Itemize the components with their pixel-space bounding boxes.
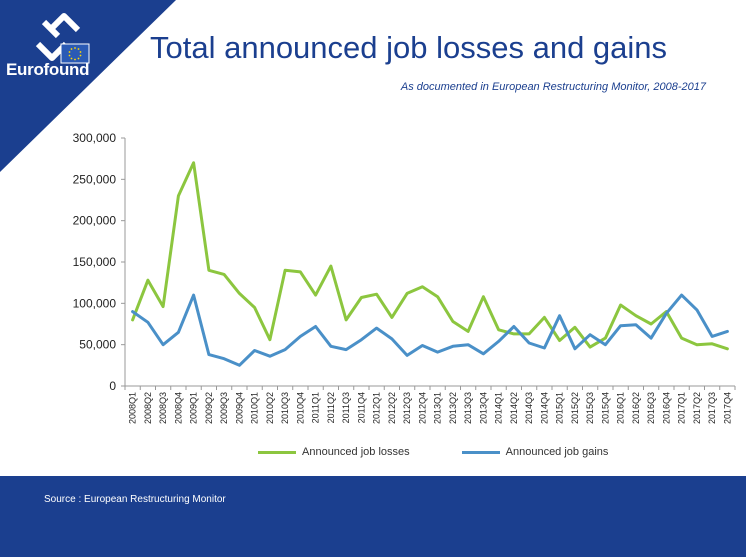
- x-tick-label: 2017Q1: [677, 392, 687, 424]
- x-tick-label: 2013Q3: [463, 392, 473, 424]
- x-tick-label: 2014Q4: [539, 392, 549, 424]
- series-line-gains: [131, 293, 729, 367]
- x-tick-label: 2012Q2: [387, 392, 397, 424]
- x-tick-label: 2011Q2: [326, 392, 336, 423]
- eu-flag-icon: [60, 43, 90, 64]
- x-tick-label: 2015Q2: [570, 392, 580, 424]
- x-tick-label: 2016Q2: [631, 392, 641, 424]
- x-tick-label: 2013Q2: [448, 392, 458, 424]
- brand-name: Eurofound: [6, 60, 90, 79]
- x-tick-label: 2012Q4: [417, 392, 427, 424]
- x-tick-label: 2016Q3: [646, 392, 656, 424]
- legend-label-gains: Announced job gains: [505, 446, 609, 458]
- x-tick-label: 2012Q3: [402, 392, 412, 424]
- x-tick-label: 2014Q3: [524, 392, 534, 424]
- chart-title: Total announced job losses and gains: [150, 30, 668, 65]
- x-tick-label: 2017Q4: [722, 392, 732, 424]
- chart-subtitle: As documented in European Restructuring …: [400, 81, 706, 93]
- x-tick-label: 2013Q1: [433, 392, 443, 424]
- x-tick-label: 2008Q1: [128, 392, 138, 424]
- x-tick-label: 2010Q3: [280, 392, 290, 424]
- legend-item-losses: Announced job losses: [258, 446, 410, 458]
- x-tick-label: 2014Q1: [494, 392, 504, 424]
- y-tick-label: 50,000: [79, 338, 116, 352]
- line-chart: 0 50,000 100,000 150,000 200,000 250,000 300,0…: [73, 131, 736, 424]
- x-tick-label: 2008Q3: [158, 392, 168, 424]
- x-tick-label: 2010Q4: [295, 392, 305, 424]
- source-note: Source : European Restructuring Monitor: [44, 494, 226, 505]
- series-line-losses: [131, 161, 729, 351]
- x-tick-label: 2009Q2: [204, 392, 214, 424]
- x-tick-label: 2017Q3: [707, 392, 717, 424]
- x-tick-label: 2017Q2: [692, 392, 702, 424]
- x-tick-label: 2016Q4: [661, 392, 671, 424]
- x-tick-label: 2011Q4: [356, 392, 366, 423]
- x-tick-label: 2010Q2: [265, 392, 275, 424]
- footer-bar: Source : European Restructuring Monitor: [0, 476, 746, 557]
- x-tick-label: 2012Q1: [372, 392, 382, 424]
- chart-legend: Announced job losses Announced job gains: [258, 446, 660, 458]
- legend-label-losses: Announced job losses: [302, 446, 410, 458]
- x-tick-label: 2013Q4: [478, 392, 488, 424]
- x-tick-label: 2009Q1: [189, 392, 199, 424]
- y-tick-label: 150,000: [73, 255, 117, 269]
- x-tick-label: 2015Q3: [585, 392, 595, 424]
- legend-swatch-gains: [461, 450, 500, 454]
- x-tick-label: 2010Q1: [250, 392, 260, 424]
- brand-corner-banner: [0, 0, 176, 172]
- x-tick-label: 2011Q1: [311, 392, 321, 423]
- x-tick-label: 2008Q2: [143, 392, 153, 424]
- legend-swatch-losses: [258, 450, 296, 454]
- x-tick-label: 2016Q1: [616, 392, 626, 424]
- y-tick-label: 200,000: [73, 214, 117, 228]
- y-tick-label: 250,000: [73, 172, 117, 186]
- x-tick-label: 2008Q4: [173, 392, 183, 424]
- x-tick-label: 2015Q1: [555, 392, 565, 424]
- y-tick-label: 100,000: [73, 296, 117, 310]
- x-tick-label: 2011Q3: [341, 392, 351, 423]
- y-tick-label: 300,000: [73, 131, 117, 145]
- legend-item-gains: Announced job gains: [461, 446, 609, 458]
- x-tick-label: 2014Q2: [509, 392, 519, 424]
- x-tick-label: 2015Q4: [600, 392, 610, 424]
- y-tick-label: 0: [109, 379, 116, 393]
- x-tick-label: 2009Q3: [219, 392, 229, 424]
- x-tick-label: 2009Q4: [234, 392, 244, 424]
